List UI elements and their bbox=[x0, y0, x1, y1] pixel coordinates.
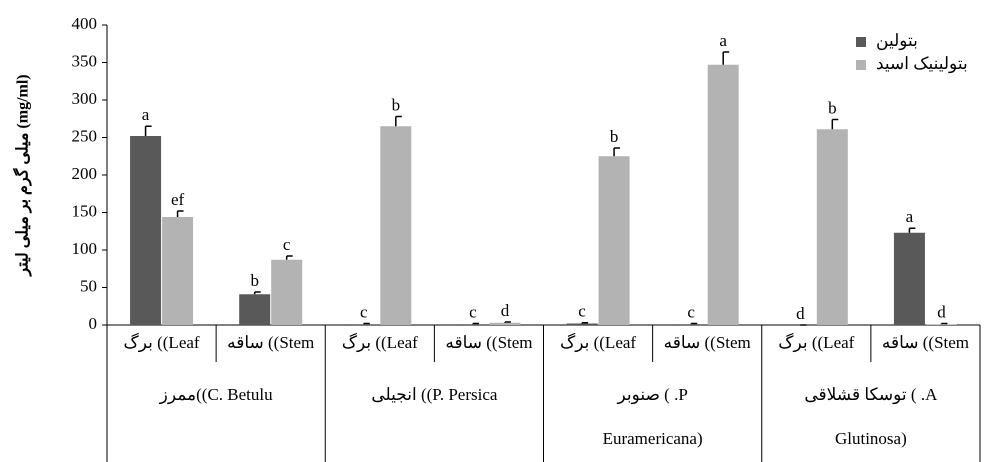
y-tick-label: 250 bbox=[72, 126, 98, 145]
y-tick-label: 150 bbox=[72, 201, 98, 220]
y-tick-label: 50 bbox=[80, 276, 97, 295]
bar bbox=[348, 324, 380, 325]
legend-swatch bbox=[856, 60, 866, 70]
group-label: صنوبر ( .P bbox=[616, 385, 687, 405]
error-bar bbox=[504, 321, 511, 323]
x-tick-label: ساقه ((Stem bbox=[445, 333, 532, 352]
data-label: a bbox=[142, 105, 150, 124]
error-bar bbox=[722, 51, 730, 65]
x-tick-label: برگ ((Leaf bbox=[778, 332, 854, 353]
error-bar bbox=[395, 115, 402, 127]
legend-label: بتولینیک اسید bbox=[876, 54, 968, 74]
data-label: b bbox=[610, 127, 619, 146]
error-bar bbox=[176, 210, 184, 217]
y-tick-label: 100 bbox=[72, 239, 98, 258]
data-label: ef bbox=[171, 190, 185, 209]
error-bar bbox=[908, 227, 916, 233]
bar bbox=[457, 324, 489, 325]
bar bbox=[707, 64, 739, 325]
group-label: Glutinosa) bbox=[835, 429, 907, 448]
error-bar bbox=[144, 125, 152, 136]
x-tick-label: برگ ((Leaf bbox=[560, 332, 636, 353]
bar bbox=[675, 324, 707, 325]
data-label: d bbox=[796, 304, 805, 323]
data-label: c bbox=[469, 302, 477, 321]
data-label: c bbox=[360, 302, 368, 321]
bar bbox=[816, 129, 848, 325]
data-label: d bbox=[501, 301, 510, 320]
bar bbox=[598, 156, 630, 325]
bar bbox=[566, 323, 598, 325]
data-label: a bbox=[906, 207, 914, 226]
error-bar bbox=[363, 322, 370, 325]
group-label: توسکا قشلاقی ( .A bbox=[804, 385, 938, 405]
legend-label: بتولین bbox=[876, 31, 918, 51]
data-label: a bbox=[719, 31, 727, 50]
error-bar bbox=[613, 147, 621, 157]
error-bar bbox=[690, 322, 698, 325]
y-tick-label: 200 bbox=[72, 164, 98, 183]
data-label: d bbox=[937, 302, 946, 321]
bar bbox=[925, 324, 957, 325]
bar bbox=[489, 322, 521, 325]
data-label: b bbox=[392, 95, 401, 114]
bar bbox=[893, 232, 925, 325]
error-bar bbox=[940, 322, 948, 325]
x-tick-label: ساقه ((Stem bbox=[227, 333, 314, 352]
data-label: c bbox=[687, 302, 695, 321]
group-label: انجیلی ((P. Persica bbox=[371, 385, 498, 404]
x-tick-label: برگ ((Leaf bbox=[124, 332, 200, 353]
error-bar bbox=[472, 322, 479, 325]
y-tick-label: 0 bbox=[89, 314, 98, 333]
bar bbox=[380, 126, 412, 325]
y-tick-label: 350 bbox=[72, 51, 98, 70]
data-label: c bbox=[578, 302, 586, 321]
x-tick-label: برگ ((Leaf bbox=[342, 332, 418, 353]
legend-swatch bbox=[856, 37, 866, 47]
bar bbox=[162, 217, 194, 325]
y-tick-label: 400 bbox=[72, 14, 98, 33]
x-tick-label: ساقه ((Stem bbox=[882, 333, 969, 352]
bar bbox=[239, 294, 271, 325]
group-label: ممرز((C. Betulu bbox=[159, 385, 274, 405]
data-label: b bbox=[828, 98, 837, 117]
y-axis-label: میلی گرم بر میلی لیتر (mg/ml) bbox=[13, 74, 33, 276]
error-bar bbox=[253, 291, 261, 295]
error-bar bbox=[581, 322, 589, 324]
error-bar bbox=[285, 255, 293, 260]
error-bar bbox=[831, 118, 839, 130]
group-label: Euramericana) bbox=[603, 429, 703, 448]
x-tick-label: ساقه ((Stem bbox=[664, 333, 751, 352]
y-tick-label: 300 bbox=[72, 89, 98, 108]
data-label: c bbox=[283, 235, 291, 254]
bar bbox=[130, 136, 162, 325]
data-label: b bbox=[250, 271, 259, 290]
bar bbox=[271, 259, 303, 325]
